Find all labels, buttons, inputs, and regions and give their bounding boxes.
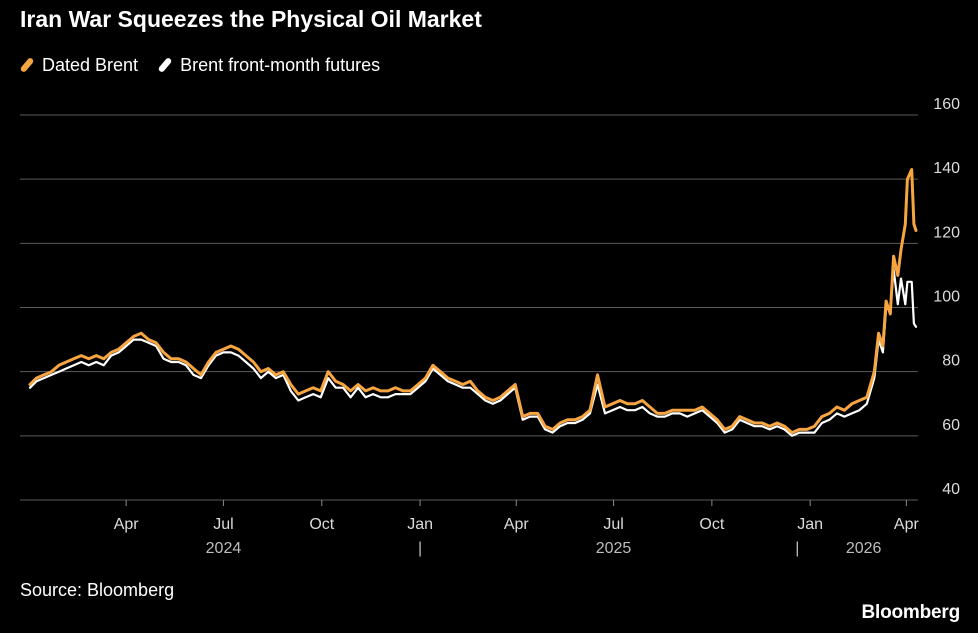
x-tick-label-6: Oct bbox=[699, 516, 724, 533]
legend-item-dated-brent: Dated Brent bbox=[19, 54, 139, 76]
x-tick-label-2: Oct bbox=[309, 516, 334, 533]
legend: Dated Brent Brent front-month futures bbox=[19, 53, 400, 77]
legend-item-brent-futures: Brent front-month futures bbox=[157, 54, 381, 76]
bloomberg-logo: Bloomberg bbox=[861, 602, 961, 623]
x-tick-label-3: Jan bbox=[407, 516, 433, 533]
chart-title: Iran War Squeezes the Physical Oil Marke… bbox=[20, 6, 482, 32]
y-tick-label-60: 60 bbox=[942, 417, 960, 434]
x-tick-label-1: Jul bbox=[213, 516, 233, 533]
x-tick-label-8: Apr bbox=[894, 516, 920, 533]
x-year-label-1: | bbox=[418, 540, 422, 557]
series-line-brent-front-month-futures bbox=[28, 267, 918, 437]
x-tick-label-4: Apr bbox=[504, 516, 530, 533]
legend-label-brent-futures: Brent front-month futures bbox=[180, 54, 381, 75]
y-tick-label-40: 40 bbox=[942, 481, 960, 498]
y-tick-label-160: 160 bbox=[933, 96, 960, 113]
legend-label-dated-brent: Dated Brent bbox=[42, 54, 139, 75]
x-year-label-0: 2024 bbox=[206, 540, 242, 557]
series-line-dated-brent bbox=[28, 168, 918, 435]
x-year-label-3: | bbox=[795, 540, 799, 557]
source-note: Source: Bloomberg bbox=[20, 580, 175, 600]
y-tick-label-120: 120 bbox=[933, 224, 960, 241]
y-tick-label-80: 80 bbox=[942, 353, 960, 370]
y-tick-label-140: 140 bbox=[933, 160, 960, 177]
x-tick-label-5: Jul bbox=[603, 516, 623, 533]
x-year-label-4: 2026 bbox=[846, 540, 882, 557]
y-tick-label-100: 100 bbox=[933, 289, 960, 306]
x-year-label-2: 2025 bbox=[596, 540, 632, 557]
x-tick-label-7: Jan bbox=[797, 516, 823, 533]
x-tick-label-0: Apr bbox=[114, 516, 140, 533]
